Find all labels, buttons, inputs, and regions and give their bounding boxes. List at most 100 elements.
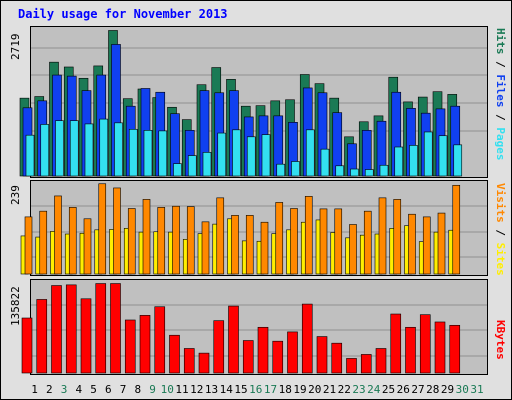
visits-bar-28 <box>422 216 431 275</box>
kbytes-bar-17 <box>257 326 269 374</box>
day-label-19: 19 <box>293 383 306 396</box>
day-label-27: 27 <box>411 383 424 396</box>
kbytes-bar-27 <box>405 326 416 374</box>
day-label-15: 15 <box>234 383 247 396</box>
visits-bar-7 <box>113 187 121 275</box>
pages-bar-24 <box>364 169 374 177</box>
visits-bar-19 <box>290 208 298 275</box>
visits-bar-4 <box>68 207 77 275</box>
pages-bar-5 <box>84 123 94 177</box>
day-label-21: 21 <box>323 383 336 396</box>
day-label-6: 6 <box>105 383 112 396</box>
visits-bar-22 <box>334 208 343 275</box>
kbytes-bar-6 <box>95 283 107 374</box>
pages-bar-25 <box>379 164 389 177</box>
day-label-16: 16 <box>249 383 262 396</box>
kbytes-bar-14 <box>213 320 225 374</box>
day-label-7: 7 <box>120 383 127 396</box>
pages-bar-3 <box>55 120 64 177</box>
pages-bar-19 <box>291 161 300 177</box>
pages-bar-29 <box>438 135 448 177</box>
kbytes-bar-2 <box>36 299 48 374</box>
kbytes-bar-22 <box>331 342 343 374</box>
day-label-14: 14 <box>220 383 234 396</box>
pages-bar-28 <box>423 131 433 177</box>
kbytes-bar-15 <box>228 305 239 374</box>
visits-bar-6 <box>98 183 107 275</box>
kbytes-bar-8 <box>124 319 136 374</box>
day-label-4: 4 <box>75 383 82 396</box>
kbytes-bar-9 <box>139 315 151 374</box>
day-label-17: 17 <box>264 383 277 396</box>
day-label-26: 26 <box>397 383 410 396</box>
day-label-29: 29 <box>441 383 454 396</box>
kbytes-bar-5 <box>80 298 92 374</box>
pages-bar-22 <box>335 165 345 177</box>
day-label-31: 31 <box>470 383 483 396</box>
kbytes-bar-10 <box>154 306 166 374</box>
pages-bar-1 <box>25 134 35 177</box>
day-label-20: 20 <box>308 383 321 396</box>
pages-bar-12 <box>187 155 197 177</box>
visits-bar-18 <box>275 202 284 275</box>
day-label-30: 30 <box>456 383 469 396</box>
pages-bar-9 <box>143 130 153 177</box>
pages-bar-14 <box>217 132 227 177</box>
day-label-5: 5 <box>90 383 97 396</box>
pages-bar-7 <box>114 122 123 177</box>
visits-bar-26 <box>393 199 402 275</box>
kbytes-bar-7 <box>110 283 121 374</box>
pages-bar-23 <box>350 168 359 177</box>
day-label-10: 10 <box>161 383 174 396</box>
visits-bar-12 <box>186 206 195 275</box>
visits-bar-25 <box>378 197 387 275</box>
pages-bar-15 <box>232 129 241 177</box>
pages-bar-20 <box>305 129 315 177</box>
day-label-11: 11 <box>175 383 188 396</box>
day-label-13: 13 <box>205 383 218 396</box>
visits-bar-11 <box>172 205 180 275</box>
kbytes-bar-3 <box>51 285 62 374</box>
pages-bar-30 <box>453 144 463 177</box>
visits-bar-3 <box>54 195 62 275</box>
kbytes-bar-16 <box>242 340 254 374</box>
visits-bar-2 <box>39 210 48 275</box>
day-label-1: 1 <box>31 383 38 396</box>
kbytes-bar-11 <box>169 334 180 374</box>
day-label-8: 8 <box>134 383 141 396</box>
kbytes-bar-26 <box>390 313 402 374</box>
pages-bar-2 <box>40 124 50 177</box>
day-label-2: 2 <box>46 383 53 396</box>
kbytes-bar-21 <box>316 336 328 374</box>
day-label-28: 28 <box>426 383 439 396</box>
visits-bar-14 <box>216 197 225 275</box>
kbytes-bar-23 <box>346 358 357 374</box>
pages-bar-16 <box>246 136 256 177</box>
pages-bar-10 <box>158 130 168 177</box>
day-label-12: 12 <box>190 383 203 396</box>
kbytes-bar-13 <box>198 352 210 374</box>
day-label-25: 25 <box>382 383 395 396</box>
visits-bar-13 <box>201 221 210 275</box>
pages-bar-18 <box>276 163 286 177</box>
pages-bar-13 <box>202 152 212 177</box>
visits-bar-17 <box>260 221 269 275</box>
kbytes-bar-25 <box>375 348 387 374</box>
visits-bar-29 <box>437 212 446 275</box>
visits-bar-20 <box>304 196 313 275</box>
visits-bar-10 <box>157 207 166 275</box>
kbytes-bar-4 <box>65 284 77 374</box>
day-label-24: 24 <box>367 383 381 396</box>
day-label-18: 18 <box>279 383 292 396</box>
kbytes-bar-29 <box>434 321 446 374</box>
pages-bar-4 <box>69 120 79 177</box>
visits-bar-8 <box>127 208 136 275</box>
chart-title: Daily usage for November 2013 <box>18 7 228 21</box>
visits-bar-23 <box>349 224 357 275</box>
pages-bar-17 <box>261 134 271 177</box>
visits-bar-21 <box>319 208 328 275</box>
visits-bar-5 <box>83 218 92 275</box>
kbytes-bar-1 <box>21 317 33 374</box>
day-label-22: 22 <box>338 383 351 396</box>
visits-bar-24 <box>363 210 372 275</box>
